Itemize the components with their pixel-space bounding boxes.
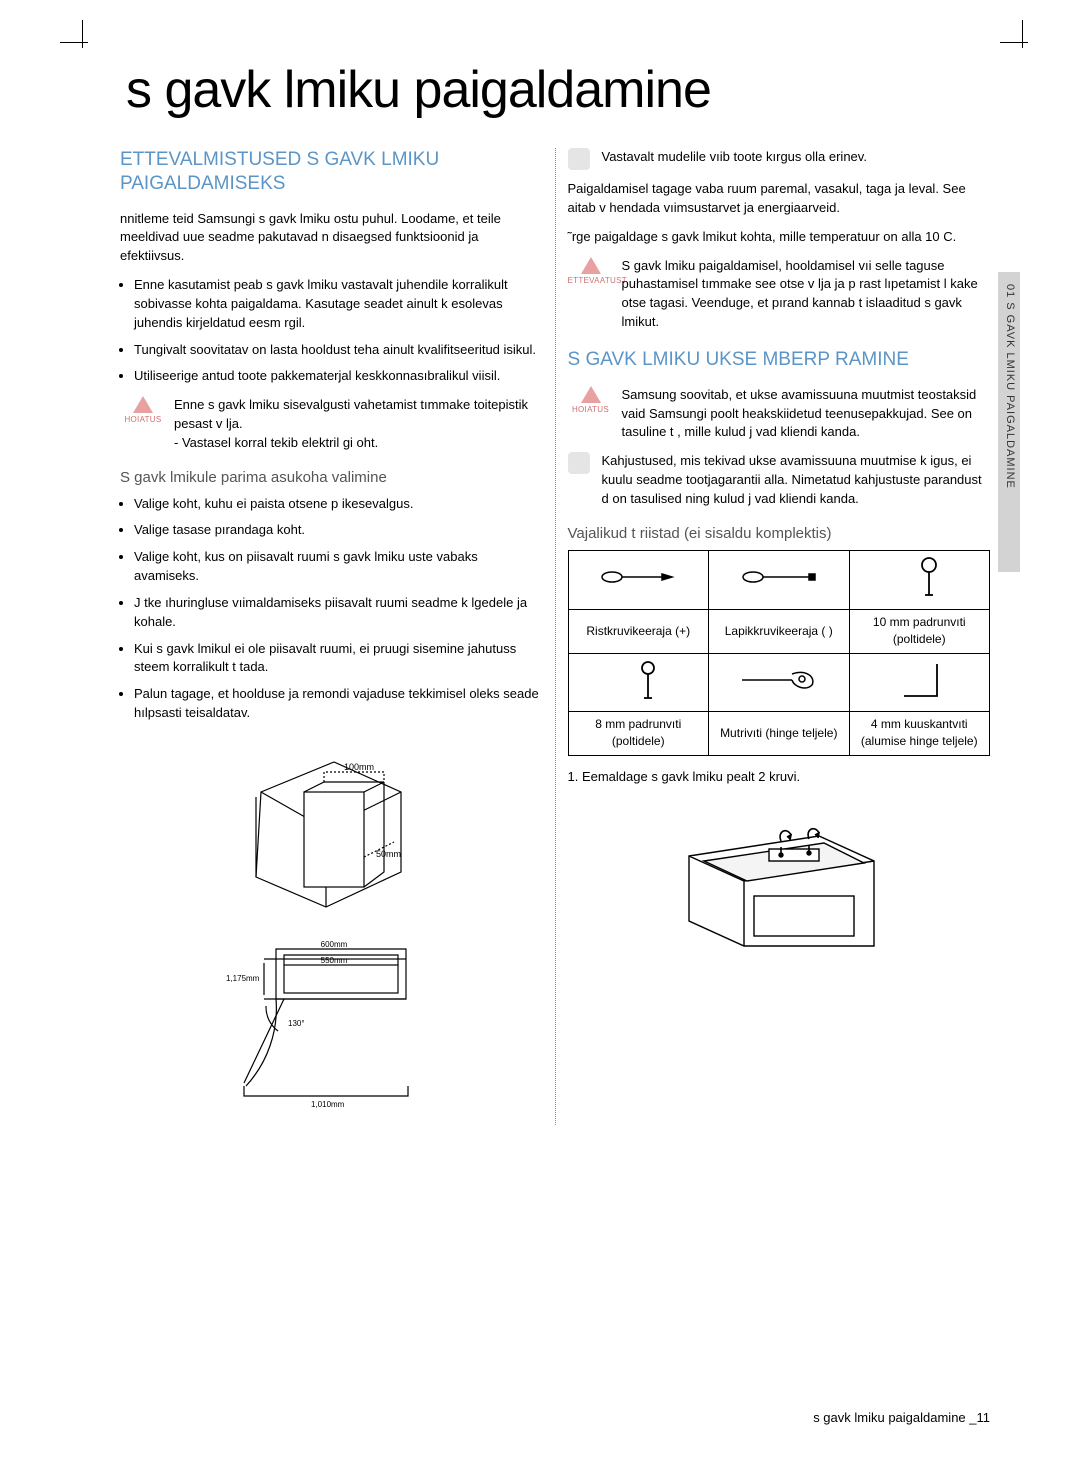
content-columns: ETTEVALMISTUSED S GAVK LMIKU PAIGALDAMIS… [120, 148, 990, 1125]
tool-icon-cell [709, 551, 850, 609]
tool-icon-cell [568, 551, 709, 609]
tool-label: 4 mm kuuskantvıti (alumise hinge teljele… [849, 712, 990, 756]
tool-label: Mutrivıti (hinge teljele) [709, 712, 850, 756]
info-icon [568, 148, 590, 170]
tool-icon-cell [568, 653, 709, 711]
column-divider [555, 148, 556, 1125]
location-subheader: S gavk lmikule parima asukoha valimine [120, 467, 543, 489]
fig-label: 600mm [321, 941, 348, 949]
intro-text: nnitleme teid Samsungi s gavk lmiku ostu… [120, 210, 543, 267]
warning-line: - Vastasel korral tekib elektril gi oht. [174, 434, 543, 453]
warning-triangle-icon [133, 396, 153, 413]
warning-label: HOIATUS [120, 414, 166, 426]
info-text: Vastavalt mudelile vıib toote kırgus oll… [602, 148, 867, 167]
tool-label: Lapikkruvikeeraja ( ) [709, 609, 850, 653]
caution-notice: ETTEVAATUST S gavk lmiku paigaldamisel, … [568, 257, 991, 332]
step-text: 1. Eemaldage s gavk lmiku pealt 2 kruvi. [568, 768, 991, 787]
caution-triangle-icon [581, 257, 601, 274]
info-note: Vastavalt mudelile vıib toote kırgus oll… [568, 148, 991, 170]
crop-mark [60, 20, 104, 64]
side-tab-text: 01 S GAVK LMIKU PAIGALDAMINE [1004, 284, 1016, 489]
right-column: Vastavalt mudelile vıib toote kırgus oll… [568, 148, 991, 1125]
list-item: Kui s gavk lmikul ei ole piisavalt ruumi… [134, 640, 543, 678]
warning-notice: HOIATUS Enne s gavk lmiku sisevalgusti v… [120, 396, 543, 453]
warning-icon-block: HOIATUS [120, 396, 166, 453]
caution-label: ETTEVAATUST [568, 275, 614, 287]
tool-icon-cell [709, 653, 850, 711]
para: Paigaldamisel tagage vaba ruum paremal, … [568, 180, 991, 218]
warning-line: Enne s gavk lmiku sisevalgusti vahetamis… [174, 396, 543, 434]
tool-icon-cell [849, 551, 990, 609]
list-item: Palun tagage, et hoolduse ja remondi vaj… [134, 685, 543, 723]
list-item: Valige tasase pırandaga koht. [134, 521, 543, 540]
tools-subheader: Vajalikud t riistad (ei sisaldu komplekt… [568, 523, 991, 545]
caution-icon-block: ETTEVAATUST [568, 257, 614, 332]
tool-label: 8 mm padrunvıti (poltidele) [568, 712, 709, 756]
caution-text: S gavk lmiku paigaldamisel, hooldamisel … [622, 257, 991, 332]
page-title: s gavk lmiku paigaldamine [126, 60, 990, 120]
info-icon [568, 452, 590, 474]
tool-label: 10 mm padrunvıti (poltidele) [849, 609, 990, 653]
list-item: J tke ıhuringluse vıimaldamiseks piisava… [134, 594, 543, 632]
list-item: Utiliseerige antud toote pakkematerjal k… [134, 367, 543, 386]
fig-label: 550mm [321, 956, 348, 965]
fig-label: 1,010mm [311, 1100, 345, 1109]
warning-text-2: Samsung soovitab, et ukse avamissuuna mu… [622, 386, 991, 443]
fig-label: 100mm [344, 762, 374, 772]
fig-label: 130° [288, 1019, 305, 1028]
list-item: Valige koht, kuhu ei paista otsene p ike… [134, 495, 543, 514]
para: ˜rge paigaldage s gavk lmikut kohta, mil… [568, 228, 991, 247]
tools-table: Ristkruvikeeraja (+) Lapikkruvikeeraja (… [568, 550, 991, 755]
left-column: ETTEVALMISTUSED S GAVK LMIKU PAIGALDAMIS… [120, 148, 543, 1125]
page-footer: s gavk lmiku paigaldamine _11 [813, 1410, 990, 1425]
fig-label: 50mm [376, 849, 401, 859]
clearance-figure: 100mm 50mm [120, 737, 543, 927]
section-header-prep: ETTEVALMISTUSED S GAVK LMIKU PAIGALDAMIS… [120, 148, 543, 196]
info-text: Kahjustused, mis tekivad ukse avamissuun… [602, 452, 991, 509]
list-item: Valige koht, kus on piisavalt ruumi s ga… [134, 548, 543, 586]
tool-icon-cell [849, 653, 990, 711]
fig-label: 1,175mm [226, 974, 260, 983]
tool-label: Ristkruvikeeraja (+) [568, 609, 709, 653]
list-item: Tungivalt soovitatav on lasta hooldust t… [134, 341, 543, 360]
prep-list: Enne kasutamist peab s gavk lmiku vastav… [134, 276, 543, 386]
warning-label: HOIATUS [568, 404, 614, 416]
crop-mark [1000, 20, 1044, 64]
list-item: Enne kasutamist peab s gavk lmiku vastav… [134, 276, 543, 333]
info-note-2: Kahjustused, mis tekivad ukse avamissuun… [568, 452, 991, 509]
warning-triangle-icon [581, 386, 601, 403]
door-swing-figure: 600mm 550mm 1,175mm 130° 1,010mm [120, 941, 543, 1111]
location-list: Valige koht, kuhu ei paista otsene p ike… [134, 495, 543, 723]
warning-text: Enne s gavk lmiku sisevalgusti vahetamis… [174, 396, 543, 453]
section-header-door: S GAVK LMIKU UKSE MBERP RAMINE [568, 348, 991, 372]
warning-icon-block: HOIATUS [568, 386, 614, 443]
step1-figure [568, 801, 991, 951]
warning-notice-2: HOIATUS Samsung soovitab, et ukse avamis… [568, 386, 991, 443]
